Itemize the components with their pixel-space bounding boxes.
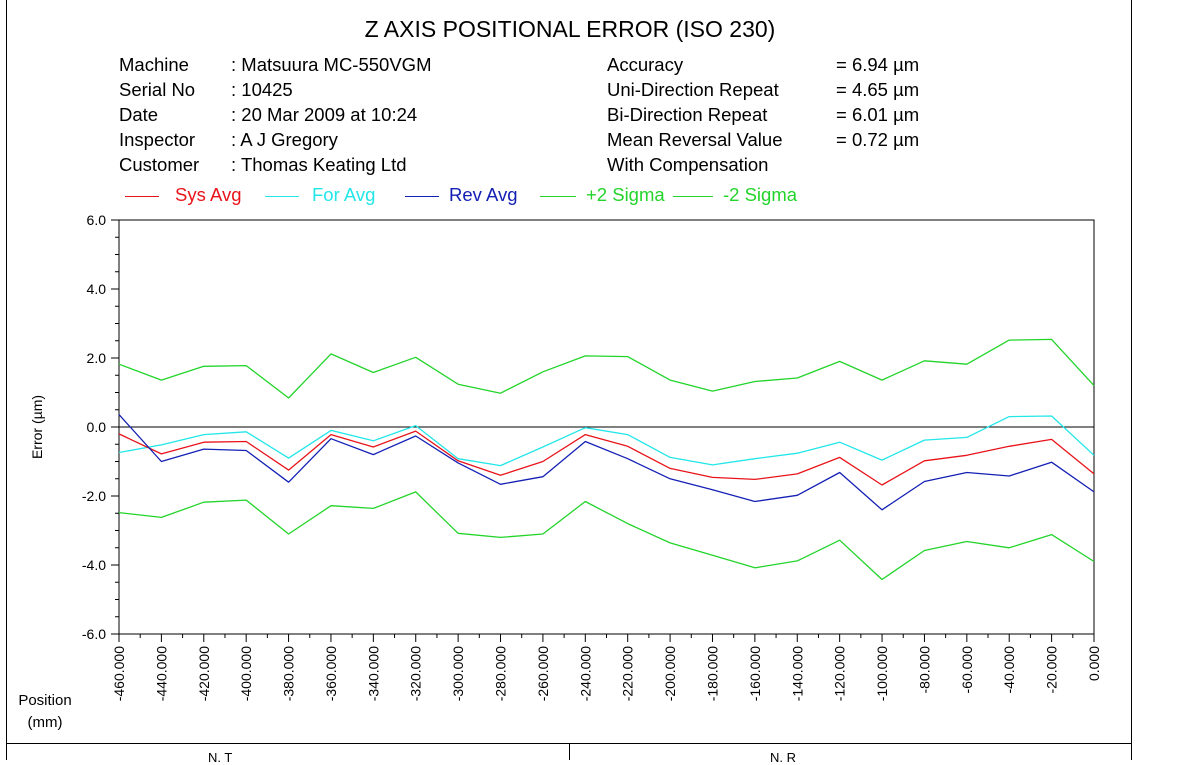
legend-label-plus-sigma: +2 Sigma bbox=[586, 184, 665, 205]
x-tick-label: -440.000 bbox=[153, 646, 169, 701]
info-value-machine: : Matsuura MC-550VGM bbox=[231, 54, 432, 75]
x-tick-label: -320.000 bbox=[408, 646, 424, 701]
series-line-for-avg bbox=[118, 415, 1095, 467]
info-left-values: : Matsuura MC-550VGM : 10425 : 20 Mar 20… bbox=[231, 52, 431, 177]
x-axis-label: Position (mm) bbox=[15, 690, 75, 734]
y-tick-label: 2.0 bbox=[87, 350, 107, 366]
legend-swatch-plus-sigma bbox=[540, 196, 576, 197]
x-tick-label: -340.000 bbox=[365, 646, 381, 701]
info-value-serial: : 10425 bbox=[231, 79, 293, 100]
legend-swatch-for-avg bbox=[265, 196, 299, 197]
y-tick-label: -4.0 bbox=[82, 557, 106, 573]
y-tick-label: 4.0 bbox=[87, 281, 107, 297]
frame-left-border bbox=[6, 0, 7, 760]
series-line-2-sigma bbox=[118, 491, 1095, 581]
x-tick-label: -460.000 bbox=[111, 646, 127, 701]
y-tick-label: 0.0 bbox=[87, 419, 107, 435]
x-tick-label: -80.000 bbox=[916, 646, 932, 694]
info-label-bi-repeat: Bi-Direction Repeat bbox=[607, 104, 768, 125]
info-value-inspector: : A J Gregory bbox=[231, 129, 338, 150]
info-value-bi-repeat: = 6.01 µm bbox=[836, 104, 920, 125]
info-right-values: = 6.94 µm = 4.65 µm = 6.01 µm = 0.72 µm bbox=[836, 52, 919, 177]
x-tick-label: -140.000 bbox=[789, 646, 805, 701]
x-tick-label: -220.000 bbox=[620, 646, 636, 701]
x-tick-label: -60.000 bbox=[959, 646, 975, 694]
legend-label-for-avg: For Avg bbox=[312, 184, 376, 205]
series-line-rev-avg bbox=[118, 414, 1095, 511]
legend-label-rev-avg: Rev Avg bbox=[449, 184, 518, 205]
info-label-inspector: Inspector bbox=[119, 129, 196, 150]
footer-left-text: N. T bbox=[208, 750, 233, 765]
info-label-uni-repeat: Uni-Direction Repeat bbox=[607, 79, 779, 100]
legend-swatch-sys-avg bbox=[125, 196, 159, 197]
footer-right-text: N. R bbox=[770, 750, 796, 765]
info-label-accuracy: Accuracy bbox=[607, 54, 684, 75]
x-axis-label-line1: Position bbox=[18, 692, 72, 709]
frame-divider bbox=[569, 743, 570, 760]
y-tick-label: 6.0 bbox=[87, 212, 107, 228]
x-tick-label: -280.000 bbox=[493, 646, 509, 701]
x-tick-label: -200.000 bbox=[662, 646, 678, 701]
y-tick-label: -2.0 bbox=[82, 488, 106, 504]
x-tick-label: -20.000 bbox=[1044, 646, 1060, 694]
legend-label-sys-avg: Sys Avg bbox=[175, 184, 242, 205]
x-axis-label-line2: (mm) bbox=[27, 714, 63, 731]
series-line-sys-avg bbox=[118, 430, 1095, 486]
x-tick-label: -260.000 bbox=[535, 646, 551, 701]
chart-title: Z AXIS POSITIONAL ERROR (ISO 230) bbox=[364, 16, 776, 42]
x-tick-label: -100.000 bbox=[874, 646, 890, 701]
x-tick-label: -160.000 bbox=[747, 646, 763, 701]
x-tick-label: -240.000 bbox=[577, 646, 593, 701]
info-value-uni-repeat: = 4.65 µm bbox=[836, 79, 920, 100]
x-tick-label: -420.000 bbox=[196, 646, 212, 701]
y-tick-label: -6.0 bbox=[82, 626, 106, 642]
legend-swatch-rev-avg bbox=[405, 196, 439, 197]
x-tick-label: -300.000 bbox=[450, 646, 466, 701]
info-value-date: : 20 Mar 2009 at 10:24 bbox=[231, 104, 418, 125]
info-right-labels: Accuracy Uni-Direction Repeat Bi-Directi… bbox=[607, 52, 783, 177]
info-label-reversal: Mean Reversal Value bbox=[607, 129, 783, 150]
info-label-date: Date bbox=[119, 104, 159, 125]
x-tick-label: -360.000 bbox=[323, 646, 339, 701]
info-value-accuracy: = 6.94 µm bbox=[836, 54, 920, 75]
legend-label-minus-sigma: -2 Sigma bbox=[723, 184, 798, 205]
x-tick-label: -400.000 bbox=[238, 646, 254, 701]
info-value-customer: : Thomas Keating Ltd bbox=[231, 154, 407, 175]
x-tick-label: -40.000 bbox=[1001, 646, 1017, 694]
info-label-compensation: With Compensation bbox=[607, 154, 769, 175]
series-line-2-sigma bbox=[118, 338, 1095, 399]
x-tick-label: -120.000 bbox=[832, 646, 848, 701]
info-label-machine: Machine bbox=[119, 54, 189, 75]
info-label-serial: Serial No bbox=[119, 79, 196, 100]
legend-swatch-minus-sigma bbox=[673, 196, 713, 197]
x-tick-label: -380.000 bbox=[281, 646, 297, 701]
x-tick-label: 0.000 bbox=[1086, 646, 1102, 681]
x-tick-label: -180.000 bbox=[704, 646, 720, 701]
frame-right-border bbox=[1131, 0, 1132, 760]
y-axis-label: Error (µm) bbox=[29, 395, 45, 459]
info-left-labels: Machine Serial No Date Inspector Custome… bbox=[119, 52, 199, 177]
info-label-customer: Customer bbox=[119, 154, 200, 175]
frame-bottom-border bbox=[6, 743, 1131, 744]
info-value-reversal: = 0.72 µm bbox=[836, 129, 920, 150]
